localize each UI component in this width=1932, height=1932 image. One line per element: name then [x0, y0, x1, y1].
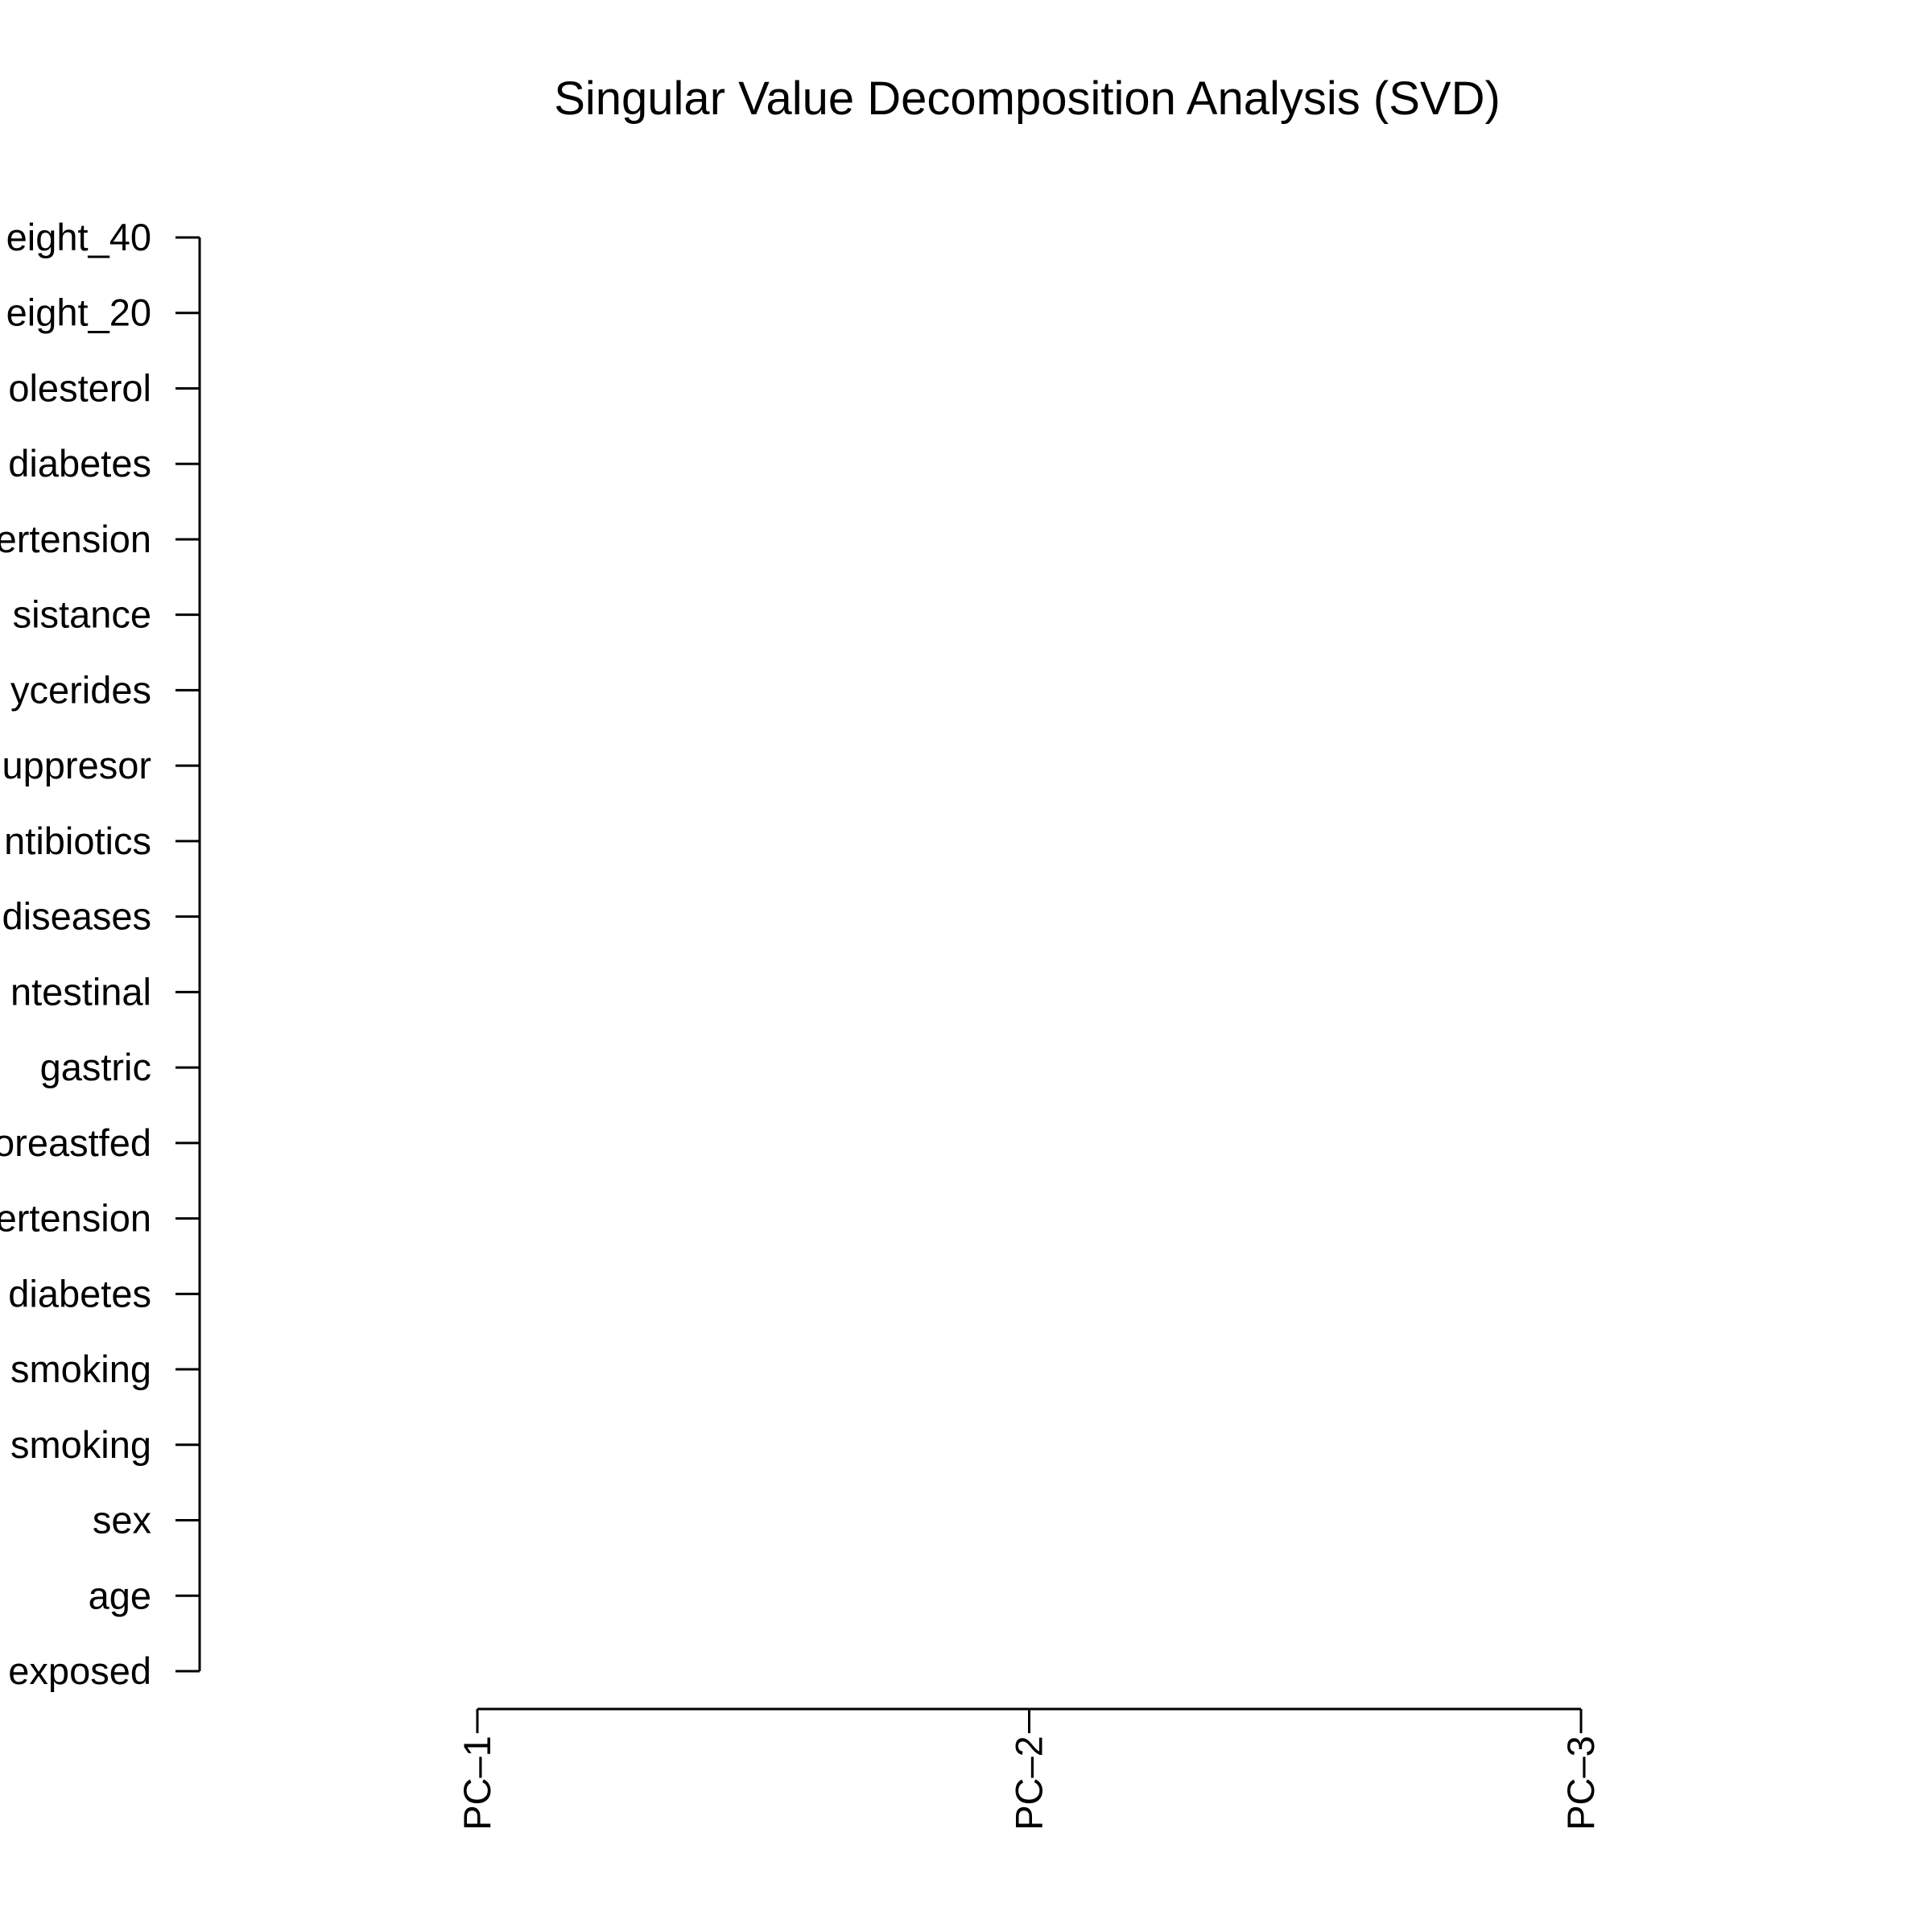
y-tick-label: smoking	[10, 1423, 151, 1466]
y-tick-label: sex	[93, 1499, 151, 1542]
y-axis-ticks	[175, 236, 200, 1673]
y-tick-label: diseases	[2, 895, 152, 938]
x-tick-label: PC–2	[1008, 1736, 1051, 1831]
y-tick-label: ntestinal	[10, 970, 151, 1013]
y-tick-label: ntibiotics	[4, 819, 151, 862]
y-tick-label: gastric	[40, 1046, 151, 1088]
y-tick-label: exposed	[8, 1649, 151, 1692]
y-tick-label: oreastfed	[0, 1121, 151, 1164]
chart-title: Singular Value Decomposition Analysis (S…	[554, 72, 1501, 125]
y-tick-label: ycerides	[10, 668, 151, 711]
y-tick-label: age	[89, 1574, 151, 1616]
y-tick-label: uppresor	[2, 744, 152, 786]
y-tick-label: ertension	[0, 1197, 151, 1240]
y-tick-label: olesterol	[8, 366, 151, 409]
y-tick-label: ertension	[0, 518, 151, 560]
y-tick-label: sistance	[13, 593, 151, 636]
y-tick-label: diabetes	[8, 442, 151, 485]
x-tick-label: PC–3	[1559, 1736, 1602, 1831]
y-tick-label: diabetes	[8, 1272, 151, 1315]
x-axis-ticks	[476, 1709, 1583, 1733]
y-tick-label: smoking	[10, 1348, 151, 1390]
x-tick-label: PC–1	[456, 1736, 498, 1831]
y-tick-label: eight_20	[6, 291, 151, 334]
y-tick-label: eight_40	[6, 216, 151, 258]
y-axis-labels: exposed age sex smoking smoking diabetes erten…	[0, 216, 151, 1692]
x-axis-labels: PC–1 PC–2 PC–3	[456, 1736, 1602, 1831]
